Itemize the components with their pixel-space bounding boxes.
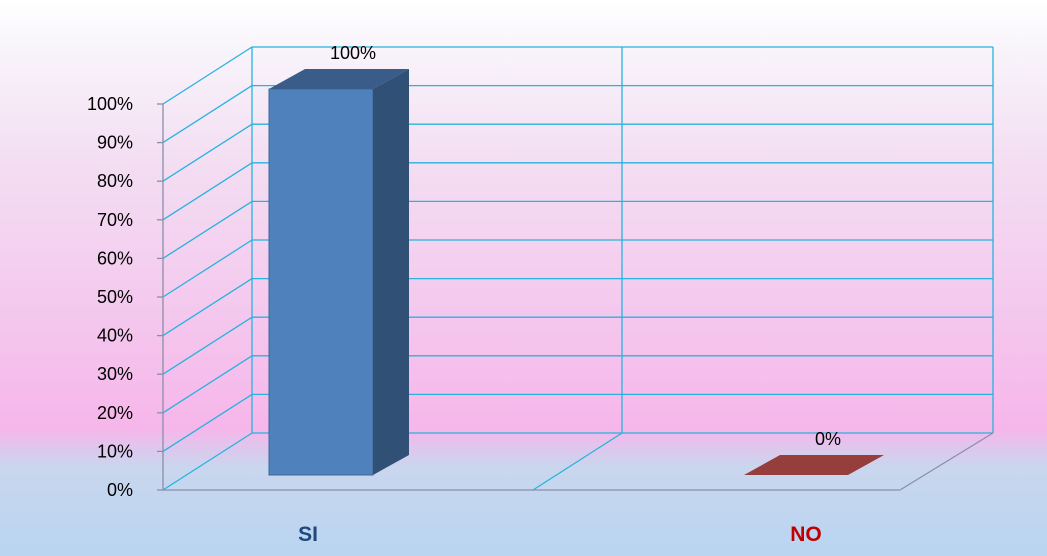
side-wall-gridline — [162, 123, 253, 182]
side-wall-gridline — [162, 432, 253, 491]
data-label-si: 100% — [330, 43, 376, 63]
y-tick-label: 30% — [97, 364, 133, 384]
y-tick-label: 100% — [87, 94, 133, 114]
side-wall-gridline — [162, 162, 253, 221]
bar-side-face — [373, 69, 409, 475]
floor-right-edge — [899, 432, 994, 491]
y-tick-label: 70% — [97, 210, 133, 230]
bar-flat-face — [744, 455, 884, 475]
bar-top-face — [269, 69, 409, 89]
floor-divider — [532, 432, 623, 491]
y-tick-label: 60% — [97, 248, 133, 268]
bar-front-face — [268, 88, 374, 476]
bar-si — [268, 69, 409, 476]
side-wall-gridline — [162, 316, 253, 375]
side-wall-gridline — [162, 355, 253, 414]
side-wall-gridline — [162, 46, 253, 105]
x-axis-category-labels: SI NO — [298, 523, 822, 546]
side-wall-gridline — [162, 278, 253, 337]
chart-data-labels: 100% 0% — [330, 43, 841, 449]
data-label-no: 0% — [815, 429, 841, 449]
side-wall-gridline — [162, 239, 253, 298]
chart-bars — [268, 69, 884, 476]
bar-no — [744, 455, 884, 475]
y-axis-tick-labels: 0% 10% 20% 30% 40% 50% 60% 70% 80% 90% 100% — [87, 94, 163, 500]
y-tick-label: 40% — [97, 326, 133, 346]
side-wall-gridline — [162, 85, 253, 144]
y-tick-label: 90% — [97, 133, 133, 153]
y-tick-label: 10% — [97, 441, 133, 461]
side-wall-gridline — [162, 200, 253, 259]
category-label-no: NO — [790, 523, 822, 546]
y-tick-label: 80% — [97, 171, 133, 191]
y-tick-label: 20% — [97, 403, 133, 423]
side-wall-gridline — [162, 393, 253, 452]
category-label-si: SI — [298, 523, 318, 546]
y-tick-label: 50% — [97, 287, 133, 307]
y-tick-label: 0% — [107, 480, 133, 500]
